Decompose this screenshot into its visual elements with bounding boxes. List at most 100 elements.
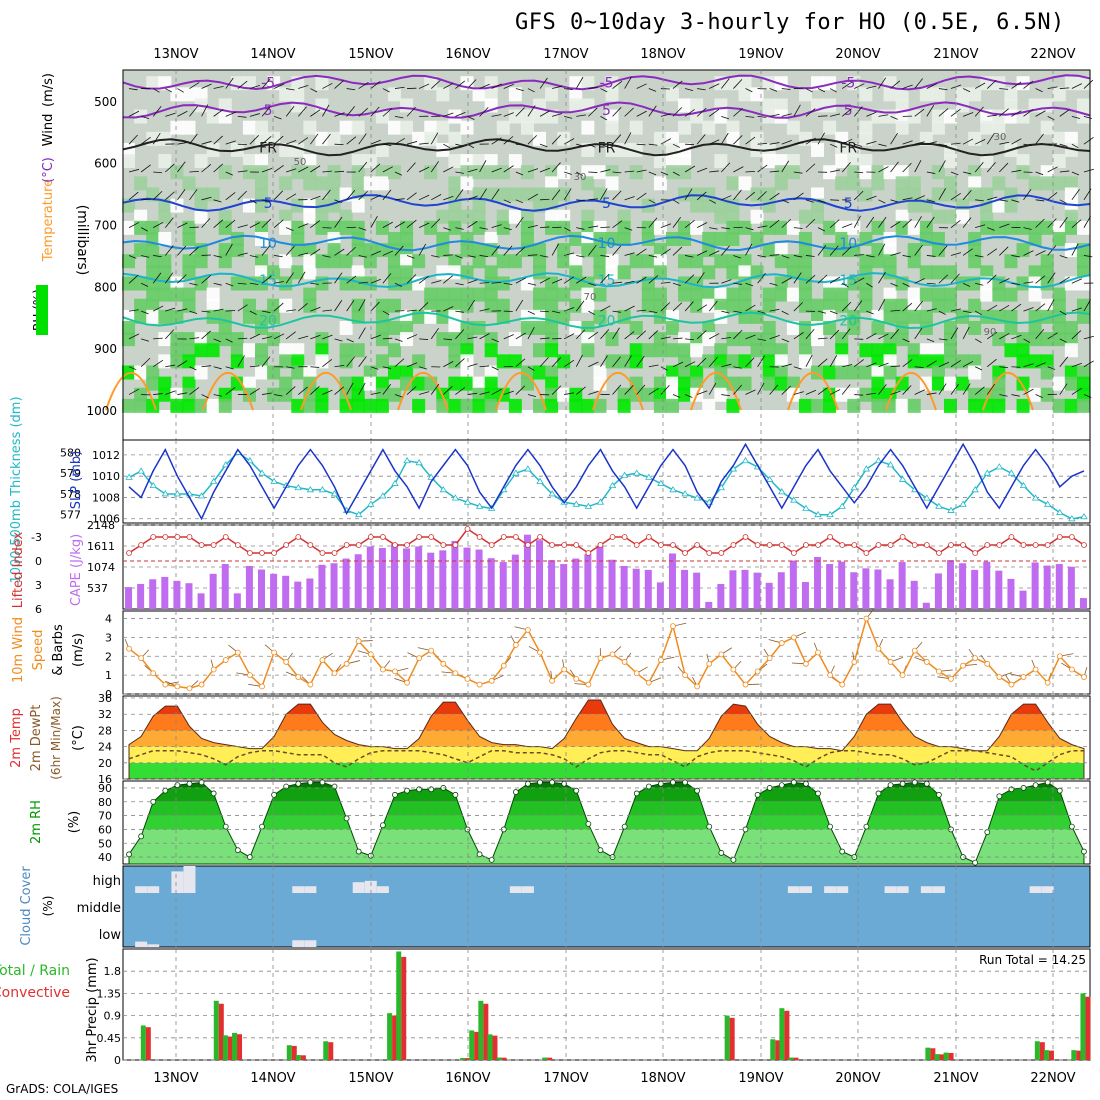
rh-cell xyxy=(653,332,667,347)
wind-barb xyxy=(443,385,453,395)
rh-cell xyxy=(823,220,837,235)
wind-barb xyxy=(177,189,186,201)
rh-cell xyxy=(1052,131,1066,146)
wind-barb xyxy=(346,106,355,117)
rh-cell xyxy=(363,365,377,380)
wind-barb xyxy=(334,80,344,89)
wind-barb xyxy=(358,356,367,367)
lifted-index-series-point xyxy=(633,542,640,548)
wind-barb xyxy=(213,199,222,203)
rh-cell xyxy=(762,343,776,358)
wind-barb xyxy=(672,282,681,286)
wind-barb xyxy=(684,88,694,92)
rh2m-point xyxy=(126,851,132,858)
rh-cell xyxy=(968,176,982,191)
rh-cell xyxy=(980,276,994,291)
precip-convective-bar xyxy=(483,1003,489,1060)
rh-cell xyxy=(593,287,607,302)
cloud-row-label: middle xyxy=(77,901,121,916)
rh-cell xyxy=(533,265,547,280)
wind-barb xyxy=(926,104,935,117)
cape-bar xyxy=(161,576,169,609)
precip-convective-bar xyxy=(939,1054,945,1060)
rh-cell xyxy=(798,131,812,146)
wind-barb xyxy=(817,337,828,340)
rh-cell xyxy=(194,87,208,102)
rh-cell xyxy=(557,354,571,369)
rh-cell xyxy=(387,387,401,402)
wind-barb xyxy=(1071,362,1082,368)
wind-speed-series-point xyxy=(259,683,265,690)
rh-cell xyxy=(339,320,353,335)
rh-cell xyxy=(460,343,474,358)
wind-barb xyxy=(249,333,261,340)
rh-cell xyxy=(460,120,474,135)
rh-cell xyxy=(291,87,305,102)
rh2m-point xyxy=(936,791,942,798)
thickness-series-point xyxy=(778,488,786,495)
lifted-index-series-point xyxy=(198,542,205,548)
rh-cell xyxy=(786,220,800,235)
rh-cell xyxy=(158,309,172,324)
surface-temp-contour xyxy=(787,371,839,411)
wind-barb xyxy=(225,171,233,176)
cape-bar xyxy=(415,546,423,609)
wind-speed-series-point xyxy=(887,659,894,665)
cape-bar xyxy=(693,572,701,609)
rh-cell xyxy=(1052,332,1066,347)
temp-contour xyxy=(122,74,1091,91)
wind-barb xyxy=(551,385,562,395)
rh-cell xyxy=(678,376,692,391)
rh-cell xyxy=(448,176,462,191)
wind-barb xyxy=(322,104,330,117)
precip-convective-bar xyxy=(237,1034,243,1060)
wind-barb xyxy=(878,243,886,256)
rh-cell xyxy=(400,254,414,269)
cape-bar xyxy=(390,544,398,609)
wind-barb xyxy=(479,282,490,284)
rh-cell xyxy=(1064,131,1078,146)
wind-barb xyxy=(152,190,163,201)
rh-cell xyxy=(533,109,547,124)
wind-barb xyxy=(164,245,174,256)
wind-speed-series-point xyxy=(923,659,930,665)
wind-barb xyxy=(1059,87,1070,89)
lifted-index-series-point xyxy=(875,542,882,548)
rh-cell xyxy=(835,287,849,302)
rh-contour-label: 30 xyxy=(574,172,587,183)
rh-cell xyxy=(158,387,172,402)
rh-cell xyxy=(242,120,256,135)
temp-contour-label: 15 xyxy=(259,273,277,289)
wind-speed-series-point xyxy=(428,647,435,654)
temp-contour-label: 10 xyxy=(839,236,857,252)
thickness-series-point xyxy=(620,471,629,478)
wind-barb xyxy=(141,255,150,258)
wind-barb xyxy=(745,136,756,145)
wind-barb xyxy=(866,195,877,201)
rh-cell xyxy=(194,398,208,413)
wind-barb xyxy=(213,135,223,145)
rh-cell xyxy=(460,376,474,391)
wind-barb xyxy=(624,252,635,256)
wind-barb xyxy=(285,245,295,256)
thickness-series-point xyxy=(608,481,617,489)
wind-speed-series-point xyxy=(778,640,785,646)
wind-barb xyxy=(757,164,768,173)
wind-barb xyxy=(346,356,355,367)
rh-cell xyxy=(653,343,667,358)
pressure-tick: 900 xyxy=(94,342,117,356)
lifted-index-series-point xyxy=(585,550,592,556)
wind-barb xyxy=(817,387,828,395)
rh-cell xyxy=(943,154,957,169)
wind-barb xyxy=(189,226,199,229)
wind-barb xyxy=(902,359,913,368)
wind-barb xyxy=(334,248,345,256)
wind-barb xyxy=(430,327,439,340)
wind-barb xyxy=(672,171,680,176)
rh-cell xyxy=(351,198,365,213)
cape-bar xyxy=(270,573,278,609)
rh-cell xyxy=(980,187,994,202)
rh-cell xyxy=(871,254,885,269)
wind-speed-series-point xyxy=(1020,674,1027,680)
rh-cell xyxy=(484,387,498,402)
